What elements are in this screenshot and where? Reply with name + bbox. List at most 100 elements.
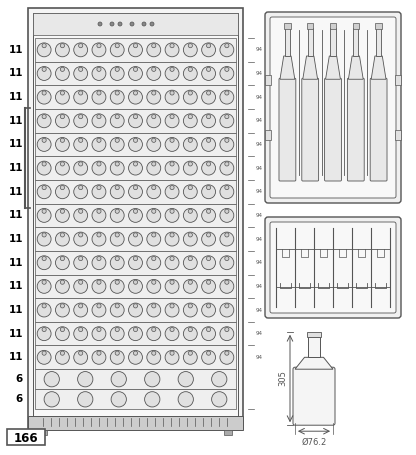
Circle shape [225, 44, 229, 48]
Circle shape [55, 161, 69, 175]
Circle shape [110, 256, 124, 270]
Bar [265, 130, 271, 140]
Circle shape [183, 327, 197, 341]
Circle shape [129, 279, 142, 293]
Circle shape [55, 303, 69, 317]
Circle shape [60, 91, 64, 95]
Circle shape [129, 256, 142, 270]
Bar [35, 251, 236, 274]
Circle shape [220, 43, 234, 57]
Circle shape [110, 22, 114, 26]
Circle shape [129, 90, 142, 104]
Circle shape [79, 162, 83, 166]
Circle shape [110, 279, 124, 293]
Text: 11: 11 [8, 116, 23, 126]
Circle shape [110, 327, 124, 341]
Polygon shape [303, 56, 317, 79]
Circle shape [42, 351, 46, 355]
Circle shape [147, 327, 161, 341]
Circle shape [178, 372, 193, 387]
Circle shape [183, 114, 197, 128]
Circle shape [206, 115, 210, 119]
Text: 6: 6 [16, 394, 23, 404]
Bar [35, 62, 236, 85]
Circle shape [206, 138, 210, 142]
Circle shape [202, 303, 215, 317]
Circle shape [97, 44, 101, 48]
Circle shape [134, 162, 138, 166]
Circle shape [183, 161, 197, 175]
Circle shape [55, 66, 69, 81]
Circle shape [147, 350, 161, 364]
Bar [330, 23, 336, 29]
Circle shape [165, 43, 179, 57]
Text: 94: 94 [256, 355, 263, 360]
Circle shape [134, 115, 138, 119]
Circle shape [206, 209, 210, 213]
Circle shape [92, 90, 106, 104]
Circle shape [165, 66, 179, 81]
Circle shape [134, 209, 138, 213]
Circle shape [212, 392, 227, 407]
FancyBboxPatch shape [302, 78, 319, 181]
Circle shape [183, 350, 197, 364]
Text: 11: 11 [8, 187, 23, 197]
Circle shape [37, 327, 51, 341]
Circle shape [165, 185, 179, 199]
Circle shape [92, 161, 106, 175]
Bar [35, 345, 236, 369]
Circle shape [55, 279, 69, 293]
Circle shape [188, 44, 193, 48]
Circle shape [170, 91, 174, 95]
Circle shape [55, 350, 69, 364]
Circle shape [202, 137, 215, 152]
Circle shape [37, 90, 51, 104]
FancyBboxPatch shape [265, 217, 401, 318]
Circle shape [55, 185, 69, 199]
Circle shape [165, 327, 179, 341]
Circle shape [188, 328, 193, 332]
Circle shape [165, 303, 179, 317]
Circle shape [188, 138, 193, 142]
Circle shape [188, 115, 193, 119]
Bar [353, 28, 359, 56]
Bar [35, 85, 236, 109]
Circle shape [152, 44, 156, 48]
Circle shape [220, 327, 234, 341]
Circle shape [92, 185, 106, 199]
Bar [307, 332, 322, 337]
Circle shape [206, 44, 210, 48]
Circle shape [202, 256, 215, 270]
Circle shape [42, 44, 46, 48]
Circle shape [134, 44, 138, 48]
Circle shape [92, 208, 106, 222]
Circle shape [147, 114, 161, 128]
Circle shape [60, 186, 64, 190]
Circle shape [225, 91, 229, 95]
Circle shape [170, 138, 174, 142]
Circle shape [202, 208, 215, 222]
Circle shape [115, 209, 119, 213]
Circle shape [42, 91, 46, 95]
Circle shape [110, 350, 124, 364]
Circle shape [97, 162, 101, 166]
FancyBboxPatch shape [324, 78, 342, 181]
Circle shape [220, 161, 234, 175]
Circle shape [170, 280, 174, 284]
Circle shape [115, 138, 119, 142]
Text: 94: 94 [256, 237, 263, 242]
Circle shape [92, 350, 106, 364]
Circle shape [37, 279, 51, 293]
Circle shape [225, 186, 229, 190]
Circle shape [220, 137, 234, 152]
Bar [224, 430, 232, 435]
Circle shape [152, 91, 156, 95]
Circle shape [115, 351, 119, 355]
Circle shape [79, 115, 83, 119]
FancyBboxPatch shape [270, 17, 396, 198]
Circle shape [60, 257, 64, 261]
Circle shape [42, 257, 46, 261]
Circle shape [183, 303, 197, 317]
Circle shape [225, 328, 229, 332]
Circle shape [79, 67, 83, 71]
